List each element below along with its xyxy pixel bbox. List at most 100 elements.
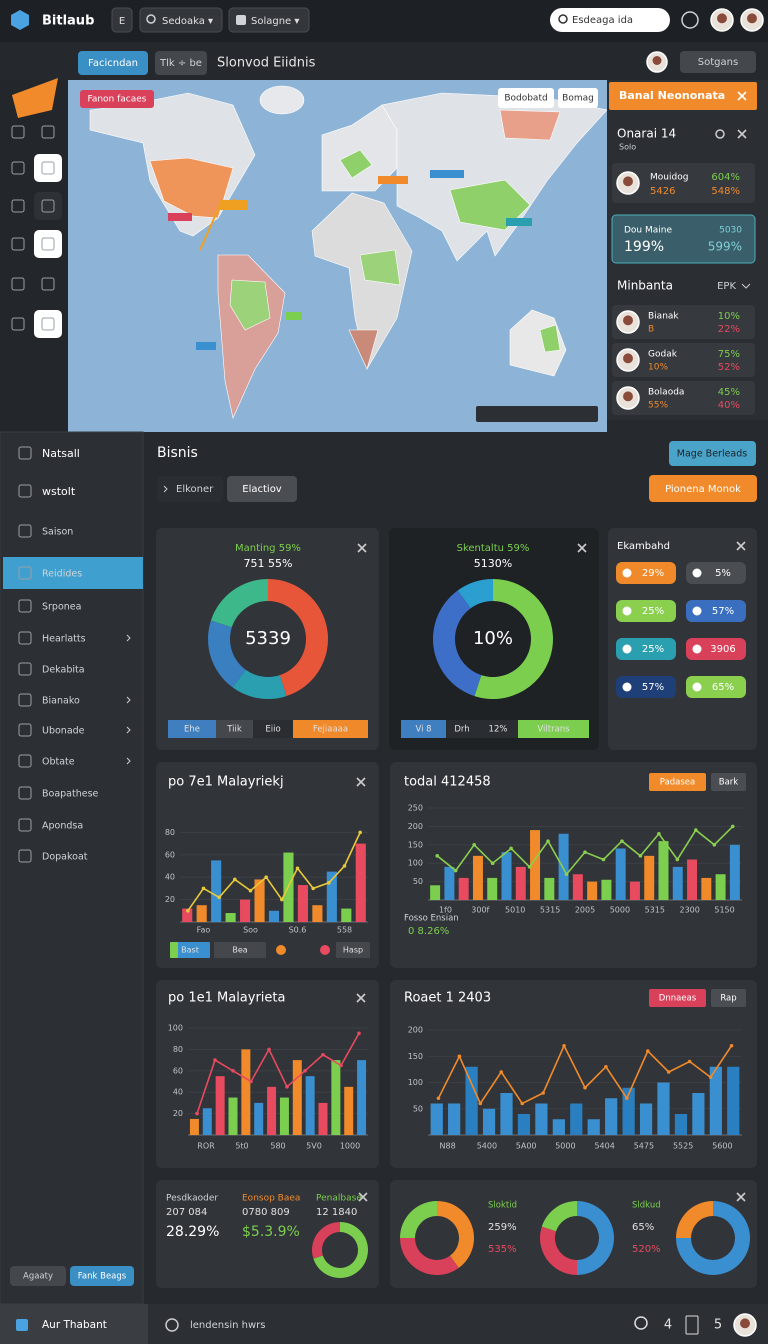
sidebar-item[interactable]: Apondsa: [42, 821, 83, 832]
help-icon[interactable]: [681, 11, 699, 29]
icon: [18, 446, 32, 460]
close-icon[interactable]: [358, 1192, 368, 1202]
search-box[interactable]: [550, 8, 670, 32]
tab[interactable]: [155, 51, 207, 75]
x-tick-label: 5404: [594, 1142, 614, 1151]
sidebar-item[interactable]: wstolt: [42, 485, 76, 498]
map-legend: [476, 406, 598, 422]
sidebar-button[interactable]: [10, 1266, 66, 1286]
accent-button[interactable]: [649, 475, 757, 502]
line-point: [601, 857, 606, 862]
top-button[interactable]: [139, 7, 223, 33]
top-button[interactable]: [228, 7, 310, 33]
tab[interactable]: [78, 51, 148, 75]
sidebar-item[interactable]: Natsall: [42, 447, 80, 460]
close-icon[interactable]: [737, 91, 747, 101]
stat-label: Penalbase: [316, 1194, 362, 1204]
sidebar-item[interactable]: Srponea: [42, 602, 81, 613]
sidebar-item[interactable]: Boapathese: [42, 789, 99, 800]
line-point: [646, 1049, 650, 1053]
footer-title: Aur Thabant: [42, 1319, 107, 1331]
line-series: [196, 1032, 360, 1114]
line-point: [435, 854, 440, 858]
rail-button[interactable]: [34, 192, 62, 220]
close-icon[interactable]: [737, 129, 747, 139]
rail-button[interactable]: [34, 310, 62, 338]
list-item[interactable]: [612, 343, 755, 377]
tab[interactable]: [157, 476, 223, 502]
donut-segment: [541, 1201, 577, 1232]
x-tick-label: N88: [440, 1142, 456, 1151]
pill[interactable]: [686, 562, 746, 584]
primary-button[interactable]: [669, 441, 756, 466]
y-tick-label: 250: [408, 804, 423, 813]
sidebar-item[interactable]: Hearlatts: [42, 634, 86, 645]
map-button[interactable]: [558, 88, 598, 108]
line-point: [321, 1052, 325, 1057]
icon: [11, 277, 25, 291]
highlight-card[interactable]: [611, 214, 756, 264]
pill[interactable]: [686, 676, 746, 698]
bar: [292, 1060, 302, 1135]
pill[interactable]: [616, 562, 676, 584]
user-button[interactable]: [680, 51, 756, 73]
line-point: [509, 846, 513, 851]
map-button[interactable]: [498, 88, 554, 108]
line-series: [187, 832, 361, 912]
rail-button[interactable]: [34, 154, 62, 182]
sidebar-item[interactable]: Dekabita: [42, 665, 85, 676]
pill[interactable]: [686, 638, 746, 660]
list-item[interactable]: [612, 381, 755, 415]
stat-sub: 207 084: [166, 1207, 207, 1218]
x-tick-label: 5t0: [235, 1142, 248, 1151]
chevron: [126, 757, 131, 765]
ring-label: 520%: [632, 1244, 661, 1255]
pill-label: 25%: [642, 606, 664, 617]
chart-button-label: Rap: [720, 994, 736, 1004]
close-icon[interactable]: [736, 1192, 746, 1202]
sidebar-item[interactable]: Obtate: [42, 757, 75, 768]
sidebar-item[interactable]: Saison: [42, 527, 73, 538]
top-button[interactable]: [111, 7, 133, 33]
close-icon[interactable]: [577, 543, 587, 553]
x-tick-label: 558: [337, 926, 352, 935]
sidebar-item[interactable]: Ubonade: [42, 726, 85, 737]
search-icon[interactable]: [634, 1316, 648, 1330]
flag: [220, 200, 248, 210]
chart-button[interactable]: [711, 989, 746, 1007]
rail-button[interactable]: [34, 230, 62, 258]
stat-sub: 12 1840: [316, 1207, 357, 1218]
close-icon[interactable]: [356, 777, 366, 787]
line-point: [357, 1031, 361, 1036]
close-icon[interactable]: [357, 543, 367, 553]
pill[interactable]: [616, 676, 676, 698]
chart-button-label: Padasea: [660, 778, 695, 788]
pill[interactable]: [686, 600, 746, 622]
close-icon[interactable]: [356, 993, 366, 1003]
pill[interactable]: [616, 600, 676, 622]
chart-button[interactable]: [649, 989, 706, 1007]
close-icon[interactable]: [736, 541, 746, 551]
notification-item[interactable]: [612, 163, 755, 203]
sidebar-item[interactable]: Reidides: [42, 569, 82, 580]
chart-button[interactable]: [649, 773, 706, 791]
sidebar-item[interactable]: Bianako: [42, 696, 80, 707]
pill-dot: [622, 682, 632, 692]
chart-button[interactable]: [711, 773, 746, 791]
y-tick-label: 60: [165, 850, 175, 859]
sidebar-item[interactable]: Dopakoat: [42, 852, 88, 863]
pill-dot: [622, 644, 632, 654]
bar: [344, 1086, 354, 1135]
donut-center: 5339: [245, 628, 291, 649]
pill[interactable]: [616, 638, 676, 660]
list-item[interactable]: [612, 305, 755, 339]
tab-label: Facicndan: [88, 58, 138, 69]
sidebar-button[interactable]: [70, 1266, 134, 1286]
item-value: 10%: [718, 311, 740, 322]
bar: [189, 1118, 199, 1135]
bar: [297, 885, 308, 922]
ring-label: 535%: [488, 1244, 517, 1255]
legend-label: Eiio: [265, 725, 280, 735]
tab[interactable]: [227, 476, 297, 502]
legend-item: [518, 720, 589, 738]
